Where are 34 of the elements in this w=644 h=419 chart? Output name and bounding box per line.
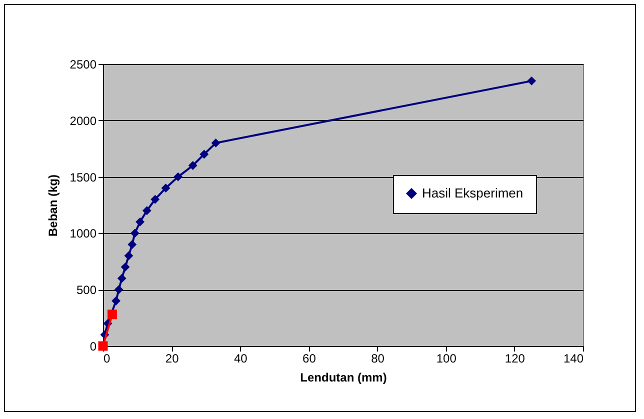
- x-tick-label: 40: [234, 352, 248, 366]
- point: [211, 138, 220, 148]
- point: [120, 262, 130, 272]
- point: [136, 217, 144, 226]
- legend-label: Hasil Eksperimen: [422, 186, 524, 200]
- point: [124, 251, 134, 260]
- point: [188, 161, 198, 170]
- point: [174, 172, 183, 182]
- point: [112, 296, 120, 306]
- x-tick-label: 80: [371, 352, 385, 366]
- x-tick-label: 100: [436, 352, 457, 366]
- x-tick-label: 120: [504, 352, 526, 366]
- point: [130, 228, 140, 238]
- point: [108, 310, 117, 320]
- point: [527, 76, 536, 86]
- y-tick-label: 2000: [70, 114, 97, 128]
- point: [117, 274, 126, 283]
- point: [161, 184, 170, 193]
- y-axis-title: Beban (kg): [46, 174, 60, 237]
- point: [114, 285, 124, 294]
- y-tick-label: 1500: [70, 170, 97, 184]
- y-tick-label: 2500: [70, 58, 97, 72]
- x-tick-label: 140: [563, 352, 584, 366]
- y-tick-label: 0: [90, 340, 97, 354]
- y-tick-label: 1000: [70, 226, 97, 241]
- point: [200, 150, 209, 159]
- point: [128, 240, 137, 249]
- y-tick-label: 500: [76, 283, 97, 298]
- point: [142, 206, 152, 216]
- x-axis-title: Lendutan (mm): [300, 370, 387, 384]
- point: [150, 194, 160, 204]
- x-tick-label: 0: [104, 352, 110, 366]
- x-tick-label: 60: [302, 352, 316, 366]
- x-tick-label: 20: [165, 352, 180, 366]
